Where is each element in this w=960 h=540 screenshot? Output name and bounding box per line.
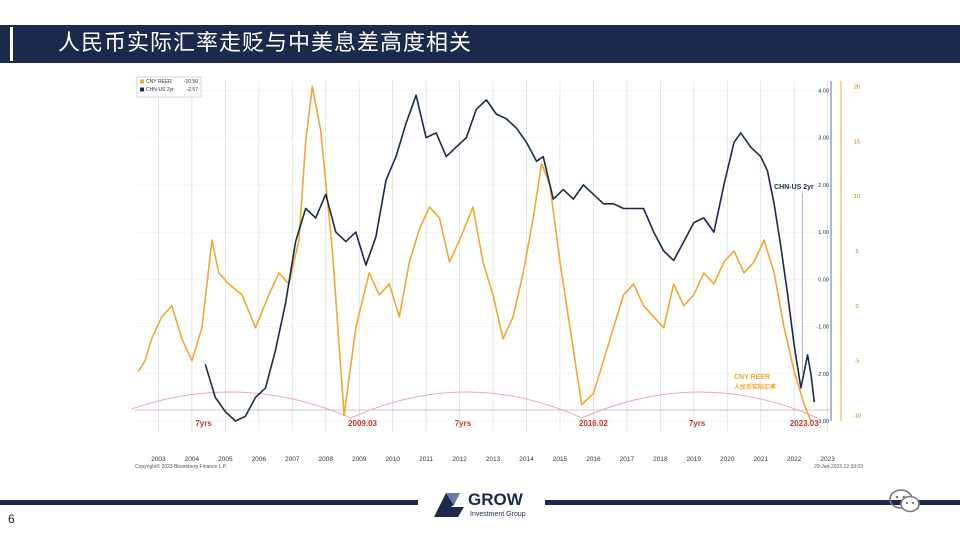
left-axis-tick-label: 1.00 (818, 230, 829, 236)
grow-logo: GROW Investment Group (434, 490, 526, 518)
x-tick-label: 2005 (218, 456, 233, 463)
x-tick-label: 2018 (653, 456, 668, 463)
logo-text: GROW (468, 490, 524, 509)
right-axis-tick-label: -10 (853, 414, 861, 420)
legend-value: -10.50 (184, 79, 198, 85)
x-tick-label: 2006 (252, 456, 267, 463)
left-axis-tick-label: 4.00 (818, 88, 829, 94)
title-bar: 人民币实际汇率走贬与中美息差高度相关 (0, 25, 960, 63)
x-tick-label: 2016 (586, 456, 601, 463)
annotation-label: 人民币实际汇率 (734, 383, 776, 391)
logo-subtext: Investment Group (470, 511, 526, 518)
legend-name: CNY REER (146, 79, 172, 85)
right-axis-tick-label: 0 (855, 304, 858, 310)
source-left: Copyright© 2023 Bloomberg Finance L.P. (135, 463, 227, 470)
cycle-arc (350, 391, 582, 419)
left-axis-tick-label: -2.00 (816, 372, 829, 378)
annotation-label: 7yrs (455, 419, 472, 428)
x-tick-label: 2010 (385, 456, 400, 463)
left-axis-tick-label: -3.00 (816, 419, 829, 425)
x-tick-label: 2003 (151, 456, 166, 463)
right-axis-tick-label: 15 (854, 139, 860, 145)
right-axis-tick-label: 10 (854, 194, 860, 200)
x-tick-label: 2020 (720, 456, 735, 463)
x-tick-label: 2012 (452, 456, 467, 463)
series-line-cny-reer (137, 85, 812, 422)
left-axis-tick-label: -1.00 (816, 325, 829, 331)
x-tick-label: 2019 (687, 456, 702, 463)
x-tick-label: 2023 (820, 456, 835, 463)
logo-mark-icon (434, 493, 454, 517)
annotation-label: 2016.02 (579, 419, 608, 428)
x-tick-label: 2009 (352, 456, 367, 463)
chart-container: 2003 2004 2005 2006 2007 2008 2009 2010 2011 2012… (108, 73, 863, 473)
x-tick-label: 2004 (185, 456, 200, 463)
annotation-label: CNY REER (734, 374, 770, 381)
legend-name: CHN-US 2yr (146, 87, 174, 93)
cycle-arc (581, 391, 818, 419)
wechat-icon (889, 489, 920, 513)
legend-swatch (140, 87, 144, 92)
x-tick-label: 2014 (519, 456, 534, 463)
page-title: 人民币实际汇率走贬与中美息差高度相关 (58, 31, 473, 56)
footer-line-left (0, 500, 418, 505)
right-axis-tick-label: -5 (855, 359, 860, 365)
left-axis-tick-label: 0.00 (818, 277, 829, 283)
annotation-label: 7yrs (689, 419, 706, 428)
right-axis-tick-label: 5 (855, 249, 858, 255)
legend-value: -2.57 (187, 87, 199, 93)
x-tick-label: 2008 (318, 456, 333, 463)
annotation-label: 2009.03 (348, 419, 377, 428)
chart-svg: 2003 2004 2005 2006 2007 2008 2009 2010 2011 2012… (108, 76, 863, 470)
x-tick-label: 2013 (486, 456, 501, 463)
annotation-label: CHN-US 2yr (774, 184, 814, 191)
legend-swatch (140, 79, 144, 84)
right-axis-tick-label: 20 (854, 84, 860, 90)
x-tick-label: 2021 (753, 456, 768, 463)
footer-line-right (545, 500, 960, 505)
source-right: 29-Jan-2023 12:33:03 (814, 464, 863, 470)
x-tick-label: 2022 (787, 456, 802, 463)
left-axis-tick-label: 2.00 (818, 183, 829, 189)
x-tick-label: 2007 (285, 456, 300, 463)
page-number: 6 (8, 512, 15, 526)
x-tick-label: 2017 (620, 456, 635, 463)
x-tick-label: 2011 (419, 456, 433, 463)
cycle-arc (108, 391, 352, 419)
legend-box (136, 76, 202, 98)
title-accent (10, 27, 13, 61)
series-line-chn-us-2yr (204, 94, 816, 422)
x-tick-label: 2015 (553, 456, 568, 463)
annotation-label: 7yrs (195, 419, 212, 428)
annotation-label: 2023.03 (790, 419, 819, 428)
left-axis-tick-label: 3.00 (818, 136, 829, 142)
